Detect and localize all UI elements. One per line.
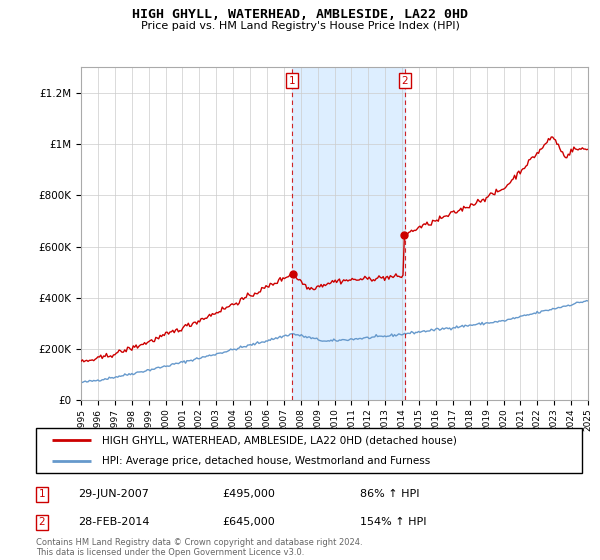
Text: 2: 2	[401, 76, 408, 86]
Text: £645,000: £645,000	[222, 517, 275, 528]
Text: HPI: Average price, detached house, Westmorland and Furness: HPI: Average price, detached house, West…	[101, 456, 430, 466]
Text: 2: 2	[38, 517, 46, 528]
Text: Contains HM Land Registry data © Crown copyright and database right 2024.
This d: Contains HM Land Registry data © Crown c…	[36, 538, 362, 557]
Text: Price paid vs. HM Land Registry's House Price Index (HPI): Price paid vs. HM Land Registry's House …	[140, 21, 460, 31]
Text: £495,000: £495,000	[222, 489, 275, 500]
FancyBboxPatch shape	[36, 428, 582, 473]
Text: 29-JUN-2007: 29-JUN-2007	[78, 489, 149, 500]
Text: 1: 1	[38, 489, 46, 500]
Text: HIGH GHYLL, WATERHEAD, AMBLESIDE, LA22 0HD (detached house): HIGH GHYLL, WATERHEAD, AMBLESIDE, LA22 0…	[101, 436, 457, 446]
Text: 1: 1	[289, 76, 296, 86]
Text: 28-FEB-2014: 28-FEB-2014	[78, 517, 149, 528]
Text: 154% ↑ HPI: 154% ↑ HPI	[360, 517, 427, 528]
Bar	[292, 67, 405, 400]
Text: 86% ↑ HPI: 86% ↑ HPI	[360, 489, 419, 500]
Text: HIGH GHYLL, WATERHEAD, AMBLESIDE, LA22 0HD: HIGH GHYLL, WATERHEAD, AMBLESIDE, LA22 0…	[132, 8, 468, 21]
